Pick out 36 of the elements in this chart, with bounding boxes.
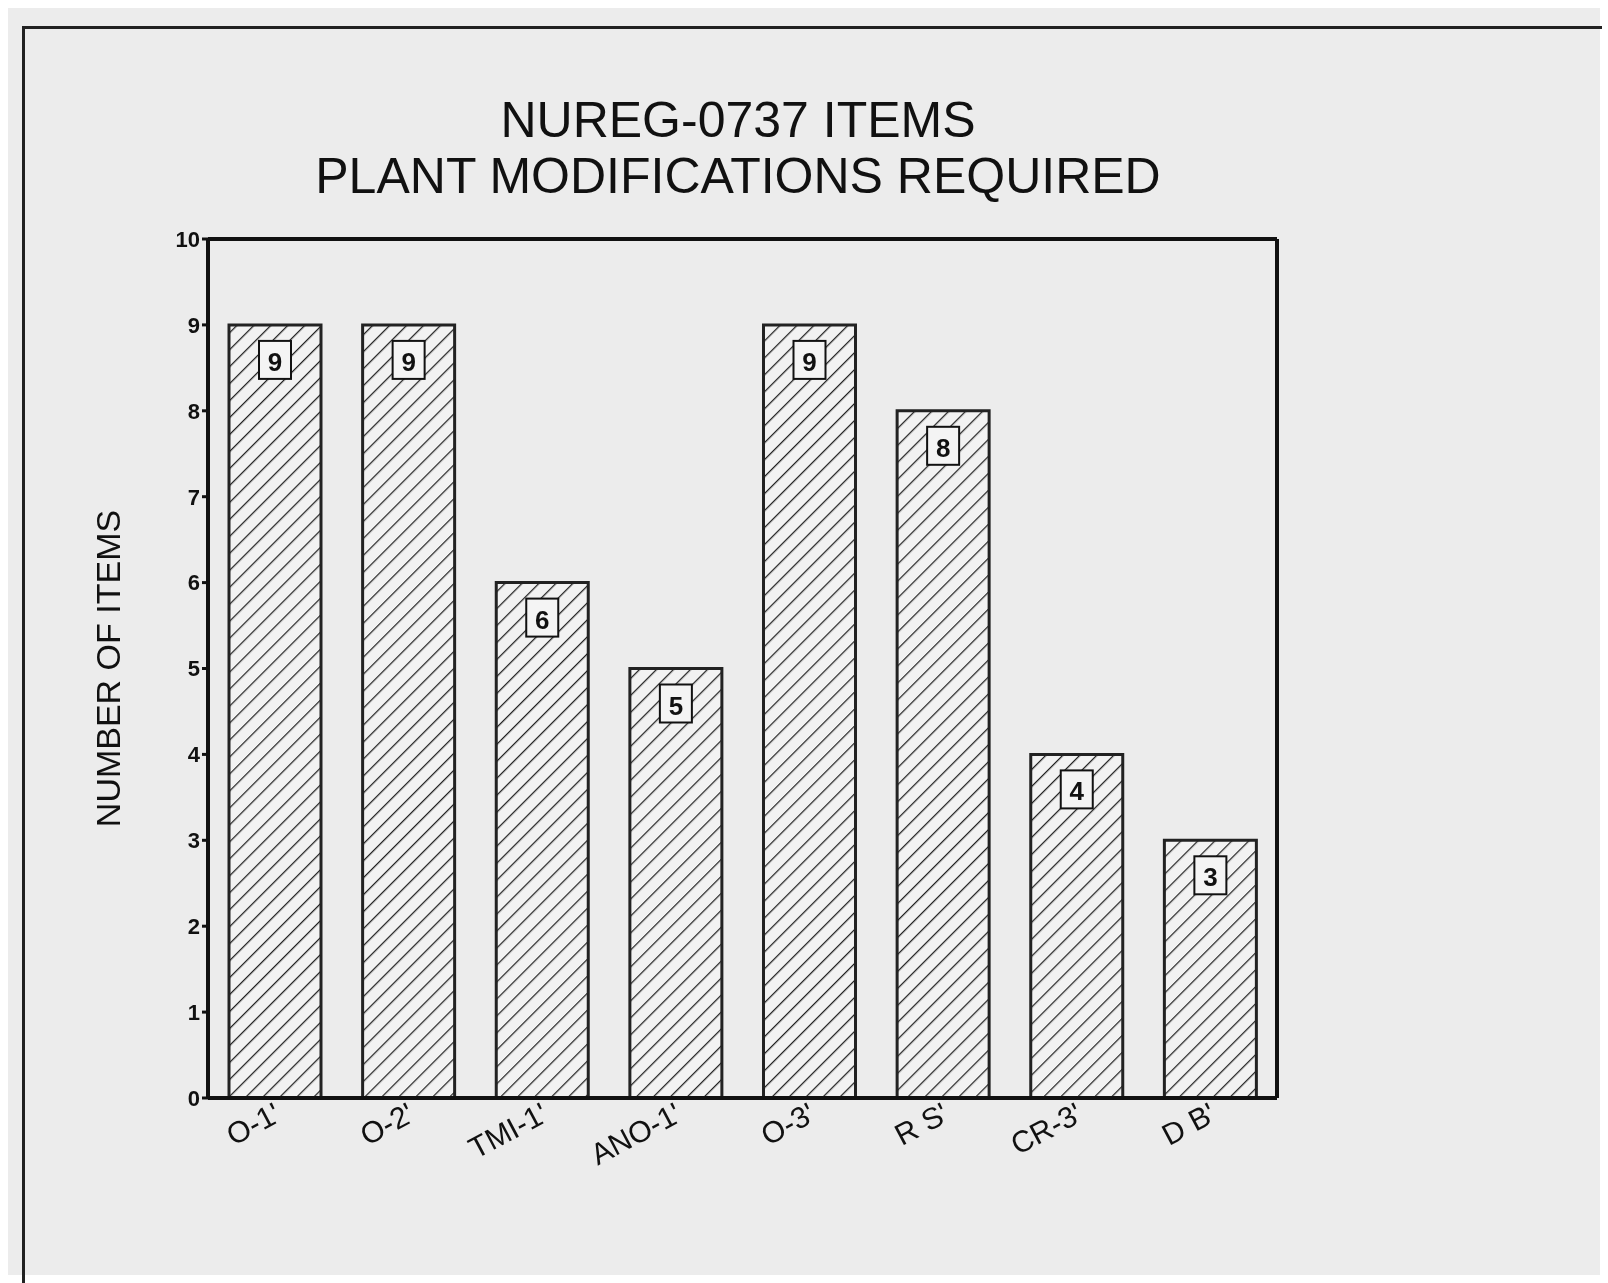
y-tick-label: 10: [175, 226, 200, 252]
bar: [762, 323, 857, 1098]
x-tick-label: O-3': [755, 1096, 821, 1152]
chart-subtitle: PLANT MODIFICATIONS REQUIRED: [314, 148, 1162, 204]
y-tick-label: 9: [187, 312, 200, 338]
data-label: 9: [401, 346, 416, 377]
x-tick-label: D B': [1156, 1096, 1221, 1152]
data-label: 6: [535, 604, 550, 635]
data-label: 9: [267, 346, 283, 377]
y-tick-label: 0: [187, 1085, 200, 1111]
x-tick-label: O-2': [354, 1096, 420, 1152]
y-tick-label: 8: [187, 398, 200, 424]
y-tick-label: 7: [187, 484, 200, 510]
bar: [1162, 838, 1258, 1098]
bar: [1029, 752, 1125, 1098]
x-tick-label: O-1': [220, 1096, 286, 1152]
data-label: 4: [1069, 776, 1085, 807]
y-tick-label: 5: [187, 656, 200, 682]
bar: [494, 581, 590, 1098]
data-label: 8: [935, 432, 951, 463]
bar: [895, 409, 991, 1098]
chart-title: NUREG-0737 ITEMS: [499, 92, 977, 148]
y-axis-title: NUMBER OF ITEMS: [89, 509, 128, 828]
y-tick-label: 4: [187, 742, 201, 768]
data-label: 5: [668, 690, 684, 721]
data-label: 3: [1203, 862, 1218, 893]
x-tick-label: CR-3': [1005, 1096, 1088, 1161]
data-label: 9: [802, 346, 817, 377]
x-tick-label: R S': [889, 1096, 954, 1152]
y-tick-label: 1: [187, 999, 200, 1025]
y-tick-label: 6: [187, 570, 200, 596]
bar: [227, 323, 323, 1098]
y-tick-label: 3: [187, 828, 200, 854]
bar: [628, 667, 724, 1098]
y-tick-label: 2: [187, 914, 200, 940]
bar: [361, 323, 457, 1098]
